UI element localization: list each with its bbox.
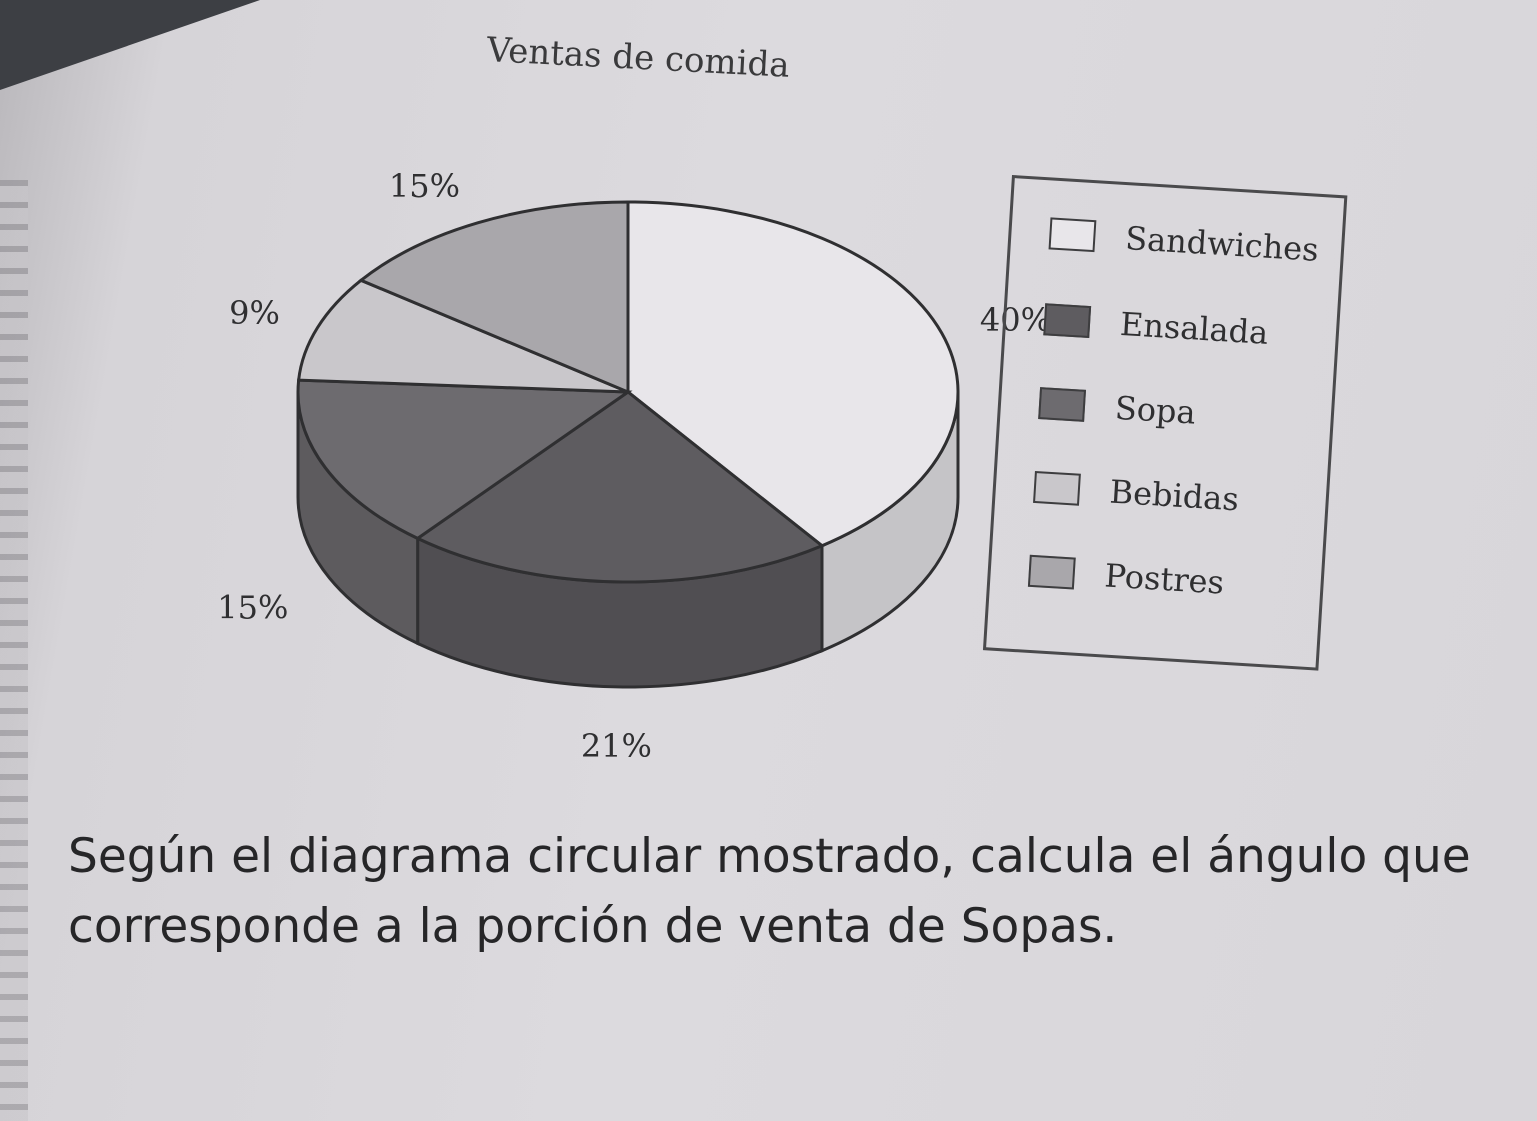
slice-label-bebidas: 9% <box>229 294 280 332</box>
pie-slice-sopa <box>296 378 633 541</box>
legend-label: Postres <box>1103 556 1226 602</box>
legend-label: Sopa <box>1113 388 1197 432</box>
slice-label-sandwiches: 40% <box>980 301 1051 339</box>
slice-label-sopa: 15% <box>217 588 288 626</box>
legend-item-ensalada: Ensalada <box>1043 294 1270 358</box>
pie-slice-bebidas <box>296 278 629 394</box>
pie-chart: 40% 21% 15% 9% 15% <box>217 167 1051 765</box>
legend-swatch <box>1033 470 1081 506</box>
legend-label: Ensalada <box>1118 304 1270 352</box>
legend-item-postres: Postres <box>1027 546 1225 608</box>
slice-label-postres: 15% <box>389 167 460 205</box>
legend-item-sandwiches: Sandwiches <box>1048 208 1320 274</box>
notebook-binding <box>0 180 28 1121</box>
legend-label: Bebidas <box>1108 472 1240 519</box>
page-shadow <box>0 0 260 90</box>
legend-swatch <box>1048 217 1097 253</box>
legend-swatch <box>1027 554 1076 590</box>
legend-item-sopa: Sopa <box>1038 378 1198 437</box>
pie-slice-sandwiches <box>626 200 960 548</box>
pie-slice-postres <box>358 200 630 395</box>
slice-label-ensalada: 21% <box>581 727 652 765</box>
legend-swatch <box>1043 303 1092 339</box>
pie-slice-ensalada <box>414 390 825 584</box>
chart-legend: Sandwiches Ensalada Sopa Bebidas Postres <box>982 175 1348 671</box>
legend-item-bebidas: Bebidas <box>1032 462 1240 524</box>
legend-label: Sandwiches <box>1124 219 1320 269</box>
legend-swatch <box>1038 387 1087 422</box>
question-text: Según el diagrama circular mostrado, cal… <box>68 829 1471 954</box>
